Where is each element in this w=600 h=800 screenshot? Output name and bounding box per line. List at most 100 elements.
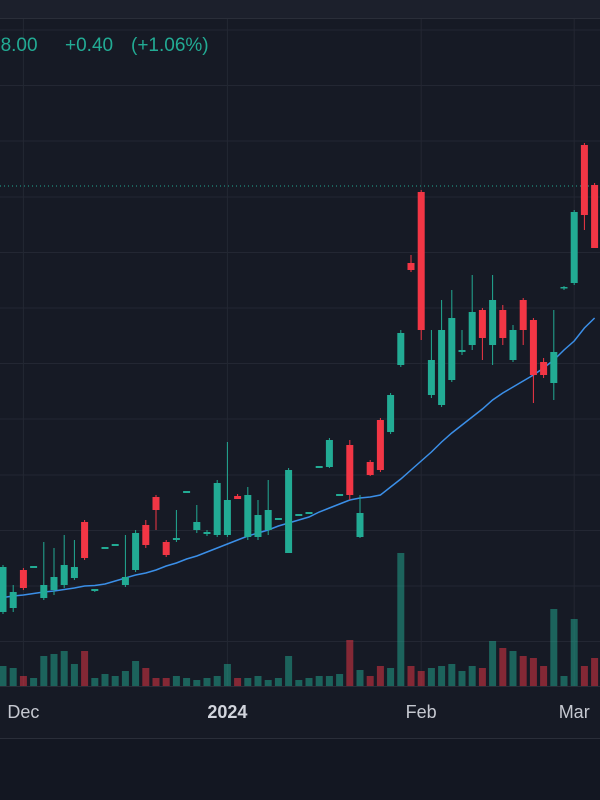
volume-bar xyxy=(132,661,140,686)
candle-body xyxy=(254,515,262,537)
candle-body xyxy=(101,547,109,549)
volume-bar xyxy=(427,668,435,686)
x-tick-label: Feb xyxy=(406,702,437,722)
volume-bar xyxy=(509,651,517,686)
candle-body xyxy=(244,495,252,537)
x-tick-label: Mar xyxy=(559,702,590,722)
candle-body xyxy=(152,497,160,510)
volume-bar xyxy=(285,656,293,686)
volume-bar xyxy=(111,676,119,686)
candle-body xyxy=(0,567,7,612)
volume-bar xyxy=(336,674,344,686)
volume-bar xyxy=(213,676,221,686)
x-axis: Dec 2024 Feb Mar xyxy=(7,702,589,722)
candle-body xyxy=(305,512,313,514)
volume-bar xyxy=(315,676,323,686)
volume-bar xyxy=(417,671,425,686)
candle-body xyxy=(570,212,578,283)
volume-bar xyxy=(529,658,537,686)
candle-body xyxy=(519,300,527,330)
candle-body xyxy=(193,522,201,530)
volume-bar xyxy=(162,678,170,686)
volume-bar xyxy=(580,666,588,686)
volume-bar xyxy=(519,656,527,686)
candle-body xyxy=(111,544,119,546)
candle-body xyxy=(366,462,374,475)
candle-body xyxy=(489,300,497,345)
candle-body xyxy=(591,185,599,248)
volume-bar xyxy=(468,666,476,686)
volume-bar xyxy=(499,648,507,686)
volume-bar xyxy=(223,664,231,686)
volume-bar xyxy=(91,678,99,686)
volume-bar xyxy=(489,641,497,686)
candle-body xyxy=(550,352,558,383)
volume-bar xyxy=(325,676,333,686)
volume-bar xyxy=(274,678,282,686)
candle-body xyxy=(529,320,537,375)
candle-body xyxy=(19,570,27,588)
candle-body xyxy=(438,330,446,405)
volume-bar xyxy=(540,666,548,686)
volume-bar xyxy=(591,658,599,686)
candle-body xyxy=(478,310,486,338)
candle-body xyxy=(223,500,231,535)
volume-bar xyxy=(295,680,303,686)
volume-bar xyxy=(305,678,313,686)
volume-bar xyxy=(121,671,129,686)
volume-bar xyxy=(40,656,48,686)
volume-bar xyxy=(376,666,384,686)
volume-bar xyxy=(264,680,272,686)
candle-body xyxy=(40,585,48,598)
candle-body xyxy=(70,567,78,578)
volume-bar xyxy=(458,671,466,686)
candle-body xyxy=(407,263,415,270)
candle-body xyxy=(540,362,548,375)
candle-body xyxy=(448,318,456,380)
volume-bar xyxy=(60,651,68,686)
candle-body xyxy=(580,145,588,215)
volume-bar xyxy=(346,640,354,686)
volume-bar xyxy=(387,668,395,686)
volume-bar xyxy=(478,668,486,686)
candle-body xyxy=(172,538,180,540)
header-change-percent: (+1.06%) xyxy=(131,35,209,56)
volume-bar xyxy=(101,674,109,686)
volume-bar xyxy=(234,678,242,686)
candle-body xyxy=(458,350,466,352)
volume-bar xyxy=(203,678,211,686)
candle-body xyxy=(468,312,476,345)
candle-body xyxy=(203,532,211,534)
candle-body xyxy=(295,514,303,516)
volume-bar xyxy=(570,619,578,686)
volume-bar xyxy=(19,676,27,686)
candle-body xyxy=(346,445,354,495)
candle-body xyxy=(132,533,140,570)
volume-bar xyxy=(152,678,160,686)
candle-body xyxy=(315,466,323,468)
candle-body xyxy=(417,192,425,330)
header-price: 38.00 xyxy=(0,35,38,56)
candle-body xyxy=(50,577,58,590)
candle-body xyxy=(336,494,344,496)
volume-bar xyxy=(0,666,7,686)
moving-average-line xyxy=(2,317,596,599)
volume-bar xyxy=(356,670,364,686)
volume-bar xyxy=(550,609,558,686)
volume-bar xyxy=(254,676,262,686)
bottom-bar xyxy=(0,738,600,800)
header-change: +0.40 xyxy=(65,35,113,56)
volume-bar xyxy=(142,668,150,686)
candle-body xyxy=(397,333,405,365)
candle-body xyxy=(376,420,384,470)
candle-body xyxy=(387,395,395,432)
candle-body xyxy=(499,310,507,338)
candle-body xyxy=(325,440,333,467)
volume-bar xyxy=(81,651,89,686)
candle-body xyxy=(560,287,568,289)
candle-body xyxy=(427,360,435,395)
candle-body xyxy=(274,518,282,520)
candle-body xyxy=(9,592,17,608)
